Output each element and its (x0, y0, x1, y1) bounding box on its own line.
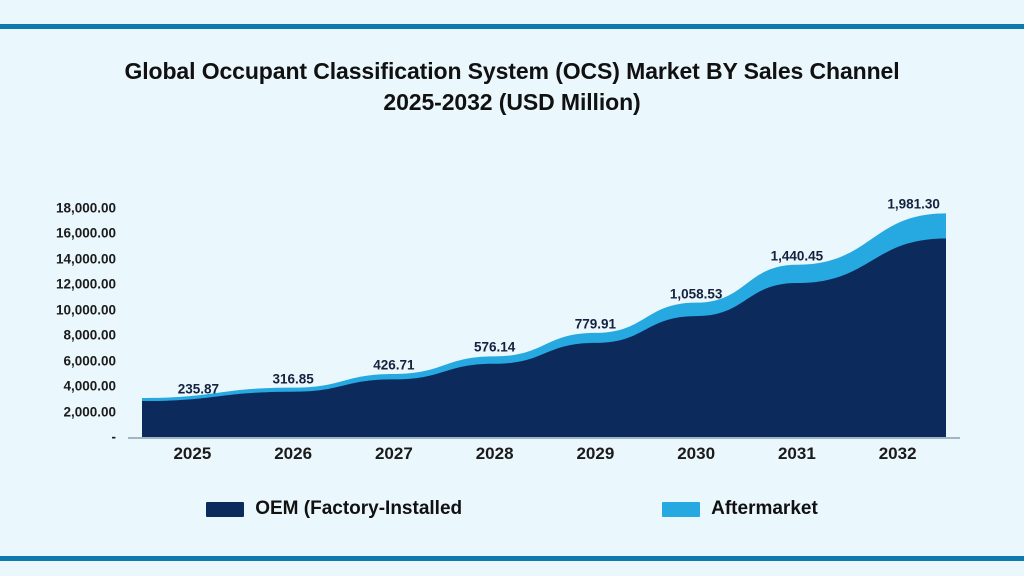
x-axis: 2025 2026 2027 2028 2029 2030 2031 2032 (142, 444, 948, 470)
x-axis-tick-label: 2027 (374, 444, 413, 463)
data-point-label: 1,058.53 (669, 286, 723, 302)
y-axis-tick-label: 12,000.00 (55, 276, 116, 292)
data-point-label: 235.87 (177, 381, 220, 397)
legend-item-label: OEM (Factory-Installed (255, 498, 463, 519)
x-axis-tick-label: 2029 (576, 444, 615, 463)
data-point-label: 1,440.45 (770, 248, 824, 264)
chart-title-line-1: Global Occupant Classification System (O… (124, 58, 900, 84)
y-axis-tick-label: 4,000.00 (63, 378, 116, 394)
legend-item-label: Aftermarket (711, 498, 818, 519)
legend-color-swatch (662, 501, 701, 517)
bottom-divider-rule (0, 556, 1024, 561)
x-axis-tick-label: 2030 (677, 444, 716, 463)
data-point-label: 316.85 (272, 371, 314, 387)
x-axis-tick-label: 2026 (274, 444, 313, 463)
data-point-label: 1,981.30 (887, 196, 940, 212)
y-axis-tick-label: 8,000.00 (63, 327, 116, 343)
y-axis-tick-label: 18,000.00 (55, 200, 116, 216)
x-axis-tick-label: 2031 (777, 444, 816, 463)
page-title: Global Occupant Classification System (O… (60, 56, 964, 118)
legend-item[interactable]: OEM (Factory-Installed (206, 498, 462, 520)
data-point-label: 779.91 (574, 316, 617, 332)
chart-legend: OEM (Factory-Installed Aftermarket (0, 498, 1024, 520)
x-axis-tick-label: 2032 (878, 444, 917, 463)
y-axis-tick-label: 16,000.00 (55, 225, 116, 241)
data-point-label: 426.71 (373, 357, 415, 373)
chart-title-line-2: 2025-2032 (USD Million) (383, 89, 641, 116)
legend-item[interactable]: Aftermarket (662, 498, 818, 520)
y-axis-tick-label: 6,000.00 (63, 353, 116, 369)
y-axis-tick-label: 2,000.00 (63, 404, 116, 420)
area-series-oem (142, 238, 946, 437)
y-axis-tick-label: - (111, 429, 117, 445)
legend-color-swatch (206, 501, 245, 517)
y-axis-tick-label: 10,000.00 (55, 302, 116, 318)
x-axis-baseline (128, 437, 960, 439)
top-divider-rule (0, 24, 1024, 29)
x-axis-tick-label: 2025 (173, 444, 212, 463)
y-axis-tick-label: 14,000.00 (55, 251, 116, 267)
x-axis-tick-label: 2028 (475, 444, 514, 463)
y-axis: - 2,000.00 4,000.00 6,000.00 8,000.00 10,000.… (24, 198, 117, 445)
data-point-label: 576.14 (473, 339, 516, 355)
